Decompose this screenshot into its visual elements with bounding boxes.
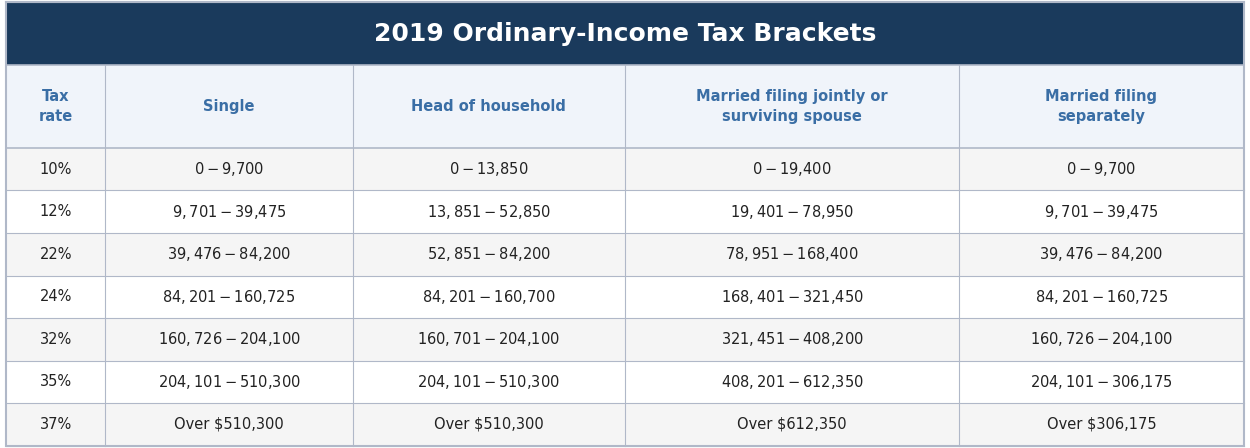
Text: $160,726 - $204,100: $160,726 - $204,100 — [158, 330, 300, 349]
Text: $160,726 - $204,100: $160,726 - $204,100 — [1030, 330, 1172, 349]
Text: 24%: 24% — [40, 289, 72, 304]
Text: $9,701 - $39,475: $9,701 - $39,475 — [171, 202, 286, 221]
Text: $0 - $13,850: $0 - $13,850 — [449, 160, 529, 178]
Text: 35%: 35% — [40, 375, 71, 389]
Text: $13,851 - $52,850: $13,851 - $52,850 — [426, 202, 551, 221]
Text: Head of household: Head of household — [411, 99, 566, 114]
Text: Over $510,300: Over $510,300 — [434, 417, 544, 432]
Text: $0 - $19,400: $0 - $19,400 — [752, 160, 831, 178]
Text: $84,201 - $160,700: $84,201 - $160,700 — [422, 288, 556, 306]
FancyBboxPatch shape — [6, 65, 1244, 148]
FancyBboxPatch shape — [6, 318, 1244, 361]
Text: $52,851 - $84,200: $52,851 - $84,200 — [426, 245, 551, 263]
Text: Over $612,350: Over $612,350 — [738, 417, 848, 432]
FancyBboxPatch shape — [6, 361, 1244, 403]
Text: $321,451 - $408,200: $321,451 - $408,200 — [721, 330, 864, 349]
Text: $0 - $9,700: $0 - $9,700 — [1066, 160, 1136, 178]
Text: 10%: 10% — [40, 162, 72, 177]
Text: Married filing jointly or
surviving spouse: Married filing jointly or surviving spou… — [696, 89, 888, 124]
Text: 37%: 37% — [40, 417, 72, 432]
FancyBboxPatch shape — [6, 2, 1244, 65]
FancyBboxPatch shape — [6, 190, 1244, 233]
Text: $204,101 - $510,300: $204,101 - $510,300 — [158, 373, 300, 391]
Text: $39,476 - $84,200: $39,476 - $84,200 — [1039, 245, 1164, 263]
Text: $39,476 - $84,200: $39,476 - $84,200 — [168, 245, 291, 263]
Text: $78,951 - $168,400: $78,951 - $168,400 — [725, 245, 859, 263]
FancyBboxPatch shape — [6, 148, 1244, 190]
Text: $168,401 - $321,450: $168,401 - $321,450 — [721, 288, 864, 306]
Text: $0 - $9,700: $0 - $9,700 — [194, 160, 264, 178]
Text: $408,201 - $612,350: $408,201 - $612,350 — [721, 373, 864, 391]
Text: $9,701 - $39,475: $9,701 - $39,475 — [1044, 202, 1159, 221]
Text: Tax
rate: Tax rate — [39, 89, 72, 124]
Text: Over $306,175: Over $306,175 — [1046, 417, 1156, 432]
FancyBboxPatch shape — [6, 403, 1244, 446]
Text: 2019 Ordinary-Income Tax Brackets: 2019 Ordinary-Income Tax Brackets — [374, 22, 876, 46]
Text: Married filing
separately: Married filing separately — [1045, 89, 1158, 124]
Text: 22%: 22% — [40, 247, 72, 262]
Text: $84,201 - $160,725: $84,201 - $160,725 — [1035, 288, 1168, 306]
Text: 32%: 32% — [40, 332, 72, 347]
Text: Single: Single — [204, 99, 255, 114]
FancyBboxPatch shape — [6, 276, 1244, 318]
Text: $19,401 - $78,950: $19,401 - $78,950 — [730, 202, 854, 221]
Text: $160,701 - $204,100: $160,701 - $204,100 — [418, 330, 560, 349]
Text: $204,101 - $510,300: $204,101 - $510,300 — [418, 373, 560, 391]
FancyBboxPatch shape — [6, 233, 1244, 276]
Text: 12%: 12% — [40, 204, 72, 219]
Text: $204,101 - $306,175: $204,101 - $306,175 — [1030, 373, 1172, 391]
Text: $84,201 - $160,725: $84,201 - $160,725 — [162, 288, 295, 306]
Text: Over $510,300: Over $510,300 — [174, 417, 284, 432]
